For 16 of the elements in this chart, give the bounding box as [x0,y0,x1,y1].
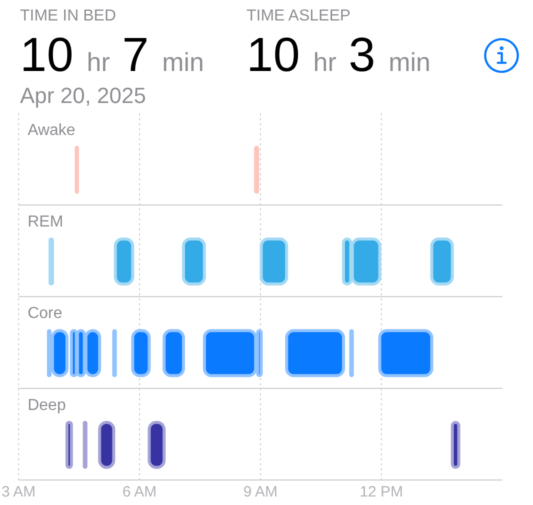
y-tick-label: Deep [28,396,66,414]
bar [162,329,185,378]
x-tick-label: 6 AM [122,484,157,501]
text: 10 hr 3 min [246,29,431,82]
bar [378,329,434,378]
text: TIME IN BED [20,8,116,25]
y-tick-label: Awake [28,122,76,139]
chart-subtitle: Apr 20, 2025 [20,82,146,108]
bar [285,329,345,378]
y-tick-label: Core [28,305,62,322]
x-tick-label: 12 PM [360,484,404,501]
x-tick-label: 9 AM [243,484,278,501]
text: TIME ASLEEP [246,8,351,25]
y-tick-label: REM [28,213,64,230]
x-tick-label: 3 AM [2,484,36,501]
text: 10 hr 7 min [20,29,204,82]
